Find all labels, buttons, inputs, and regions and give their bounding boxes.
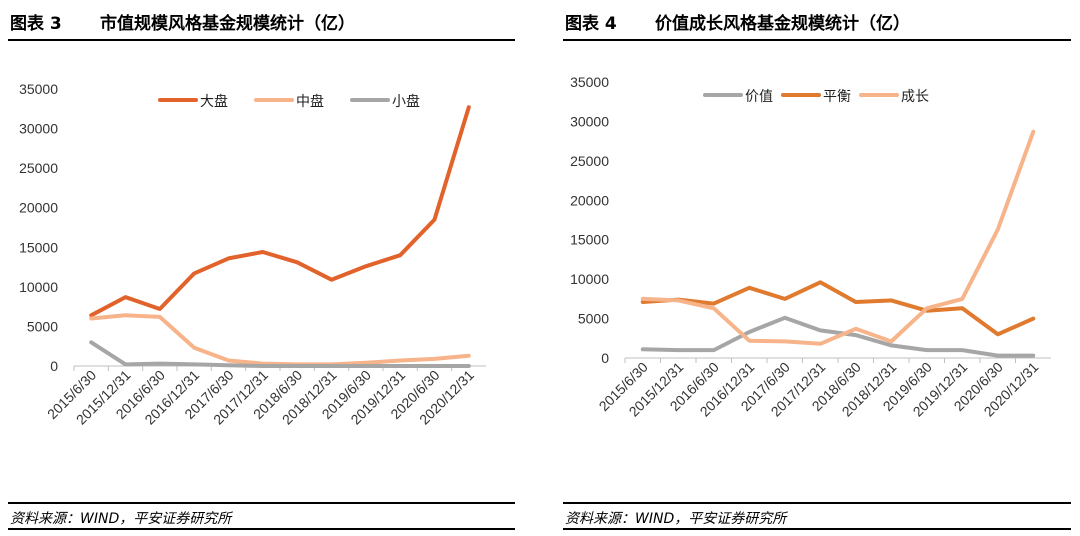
y-tick-label: 35000 <box>19 81 58 97</box>
y-tick-label: 35000 <box>570 74 609 90</box>
source-note: 资料来源：WIND，平安证券研究所 <box>10 511 232 527</box>
figure-title: 市值规模风格基金规模统计（亿） <box>100 14 355 34</box>
y-tick-label: 30000 <box>570 113 609 129</box>
series-line-成长 <box>640 129 1036 346</box>
series-line-小盘 <box>89 340 471 368</box>
figure-title-row: 图表 4 价值成长风格基金规模统计（亿） <box>563 7 1071 41</box>
chart-panel-left: 图表 3 市值规模风格基金规模统计（亿） 0 5000 10000 15000 2000… <box>8 0 515 536</box>
y-tick-label: 15000 <box>19 239 58 255</box>
source-row: 资料来源：WIND，平安证券研究所 <box>563 502 1071 530</box>
series-line-平衡 <box>640 280 1036 337</box>
figure-label: 图表 3 <box>10 14 62 34</box>
series-line-大盘 <box>89 105 471 318</box>
line-chart-value-growth: 050001000015000200002500030000350002015/… <box>570 74 1051 420</box>
legend-label: 大盘 <box>200 93 228 110</box>
legend-label: 成长 <box>901 89 929 105</box>
legend-label: 价值 <box>745 89 773 105</box>
y-tick-label: 20000 <box>19 200 58 216</box>
y-tick-label: 25000 <box>570 153 609 169</box>
y-tick-label: 20000 <box>570 192 609 208</box>
legend-label: 中盘 <box>296 93 324 110</box>
figure-title-row: 图表 3 市值规模风格基金规模统计（亿） <box>8 7 515 41</box>
legend-label: 平衡 <box>823 89 851 105</box>
y-tick-label: 10000 <box>19 279 58 295</box>
legend-label: 小盘 <box>392 93 420 110</box>
y-tick-label: 0 <box>601 350 609 366</box>
series-line-价值 <box>640 315 1036 358</box>
y-tick-label: 5000 <box>578 311 609 327</box>
y-tick-label: 0 <box>50 358 58 374</box>
y-tick-label: 30000 <box>19 121 58 137</box>
series-line-中盘 <box>89 313 471 367</box>
y-tick-label: 15000 <box>570 232 609 248</box>
y-tick-label: 5000 <box>27 318 58 334</box>
source-note: 资料来源：WIND，平安证券研究所 <box>565 511 787 527</box>
figure-title: 价值成长风格基金规模统计（亿） <box>655 14 910 34</box>
y-tick-label: 10000 <box>570 271 609 287</box>
y-tick-label: 25000 <box>19 160 58 176</box>
figure-label: 图表 4 <box>565 14 617 34</box>
source-row: 资料来源：WIND，平安证券研究所 <box>8 502 515 530</box>
chart-panel-right: 图表 4 价值成长风格基金规模统计（亿） 0 5000 10000 15000 2000… <box>563 0 1071 536</box>
line-chart-market-cap: 050001000015000200002500030000350002015/… <box>19 81 486 428</box>
